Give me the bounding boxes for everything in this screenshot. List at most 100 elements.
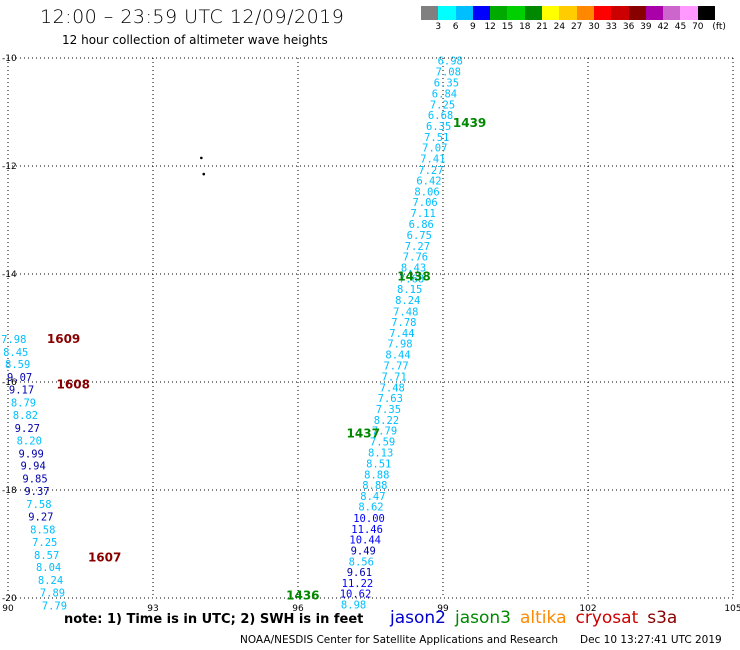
- satellite-altika: altika: [520, 608, 567, 628]
- wave-height-label: 7.41: [420, 153, 445, 165]
- satellite-s3a: s3a: [647, 608, 678, 628]
- wave-height-label: 7.27: [418, 165, 443, 177]
- wave-height-label: 7.63: [378, 393, 403, 405]
- wave-height-label: 8.51: [366, 459, 391, 471]
- legend-swatch: [628, 6, 646, 20]
- legend-swatch: [524, 6, 543, 20]
- legend-swatch: [680, 6, 698, 20]
- legend-swatch: [507, 6, 525, 20]
- legend-swatch: [645, 6, 664, 20]
- wave-height-label: 7.59: [370, 436, 395, 448]
- wave-height-label: 8.62: [358, 502, 383, 514]
- wave-height-label: 7.11: [411, 208, 436, 220]
- legend-swatch: [576, 6, 594, 20]
- wave-height-label: 10.44: [349, 535, 381, 547]
- wave-height-label: 6.84: [432, 89, 457, 101]
- credit-line: NOAA/NESDIS Center for Satellite Applica…: [240, 634, 558, 646]
- wave-height-label: 9.07: [7, 372, 32, 384]
- legend-label: 3: [435, 22, 442, 32]
- wave-height-label: 7.79: [372, 426, 397, 438]
- wave-height-label: 8.59: [5, 359, 30, 371]
- y-tick-label: -20: [2, 594, 17, 604]
- wave-height-label: 8.88: [362, 480, 387, 492]
- wave-height-label: 7.48: [380, 382, 405, 394]
- legend-label: (ft): [712, 22, 726, 32]
- wave-height-label: 7.98: [1, 334, 26, 346]
- wave-height-label: 7.77: [383, 360, 408, 372]
- wave-height-label: 10.00: [353, 513, 385, 525]
- legend-label: 15: [501, 22, 514, 32]
- wave-height-label: 8.88: [364, 469, 389, 481]
- wave-height-label: 11.46: [351, 524, 383, 536]
- legend-swatch: [611, 6, 629, 20]
- wave-height-label: 8.06: [414, 186, 439, 198]
- y-tick-label: -14: [2, 270, 17, 280]
- x-tick-label: 102: [579, 604, 596, 614]
- wave-height-label: 10.62: [340, 589, 372, 601]
- wave-height-label: 8.82: [13, 410, 38, 422]
- x-tick-label: 96: [292, 604, 304, 614]
- wave-height-label: 8.24: [38, 575, 63, 587]
- legend-swatch: [593, 6, 612, 20]
- wave-height-label: 9.27: [15, 423, 40, 435]
- wave-height-label: 8.22: [374, 415, 399, 427]
- legend-label: 36: [622, 22, 635, 32]
- legend-swatch: [421, 6, 439, 20]
- wave-height-label: 7.25: [32, 537, 57, 549]
- point-mark: [200, 156, 203, 160]
- wave-height-label: 6.68: [428, 110, 453, 122]
- x-tick-label: 90: [2, 604, 14, 614]
- footer-note: note: 1) Time is in UTC; 2) SWH is in fe…: [64, 612, 364, 627]
- wave-height-label: 7.98: [387, 339, 412, 351]
- pass-time-label: 1439: [453, 116, 486, 130]
- wave-height-label: 7.79: [42, 601, 67, 613]
- legend-label: 42: [657, 22, 669, 32]
- wave-height-label: 8.44: [385, 349, 410, 361]
- legend-swatch: [559, 6, 577, 20]
- legend-swatch: [490, 6, 508, 20]
- wave-height-label: 8.13: [368, 448, 393, 460]
- pass-time-label: 1436: [286, 588, 319, 602]
- legend-label: 6: [452, 22, 459, 32]
- legend-label: 12: [484, 22, 496, 32]
- wave-height-label: 8.47: [360, 491, 385, 503]
- wave-height-label: 8.15: [397, 284, 422, 296]
- x-tick-label: 105: [724, 604, 740, 614]
- wave-height-label: 8.98: [341, 599, 366, 611]
- wave-height-label: 7.68: [399, 273, 424, 285]
- wave-height-label: 9.94: [20, 461, 45, 473]
- wave-height-label: 7.51: [424, 132, 449, 144]
- y-tick-label: -10: [2, 54, 17, 64]
- satellite-jason3: jason3: [455, 608, 511, 628]
- wave-height-label: 8.58: [30, 524, 55, 536]
- y-tick-label: -18: [2, 486, 17, 496]
- wave-height-label: 8.43: [401, 263, 426, 275]
- wave-height-label: 7.58: [26, 499, 51, 511]
- wave-height-label: 9.85: [22, 474, 47, 486]
- x-tick-label: 93: [147, 604, 158, 614]
- legend-swatch: [438, 6, 456, 20]
- pass-time-label: 1438: [397, 270, 430, 284]
- wave-height-label: 8.57: [34, 550, 59, 562]
- wave-height-label: 8.04: [36, 562, 61, 574]
- legend-label: 21: [536, 22, 548, 32]
- generated-timestamp: Dec 10 13:27:41 UTC 2019: [580, 634, 722, 646]
- wave-height-label: 7.35: [376, 404, 401, 416]
- wave-height-label: 7.78: [391, 317, 416, 329]
- wave-height-label: 8.20: [17, 435, 42, 447]
- wave-height-label: 7.27: [405, 241, 430, 253]
- chart-subtitle: 12 hour collection of altimeter wave hei…: [62, 33, 328, 47]
- legend-swatch: [697, 6, 716, 20]
- x-tick-label: 99: [437, 604, 449, 614]
- chart-title: 12:00 – 23:59 UTC 12/09/2019: [40, 6, 345, 28]
- pass-time-label: 1607: [88, 551, 121, 565]
- wave-height-label: 8.56: [349, 556, 374, 568]
- wave-height-label: 9.37: [24, 486, 49, 498]
- wave-height-label: 11.22: [342, 578, 374, 590]
- y-tick-label: -12: [2, 162, 17, 172]
- wave-height-label: 7.76: [403, 252, 428, 264]
- legend-label: 39: [640, 22, 652, 32]
- wave-height-label: 7.06: [412, 197, 437, 209]
- y-tick-label: -16: [2, 378, 17, 388]
- legend-label: 45: [674, 22, 687, 32]
